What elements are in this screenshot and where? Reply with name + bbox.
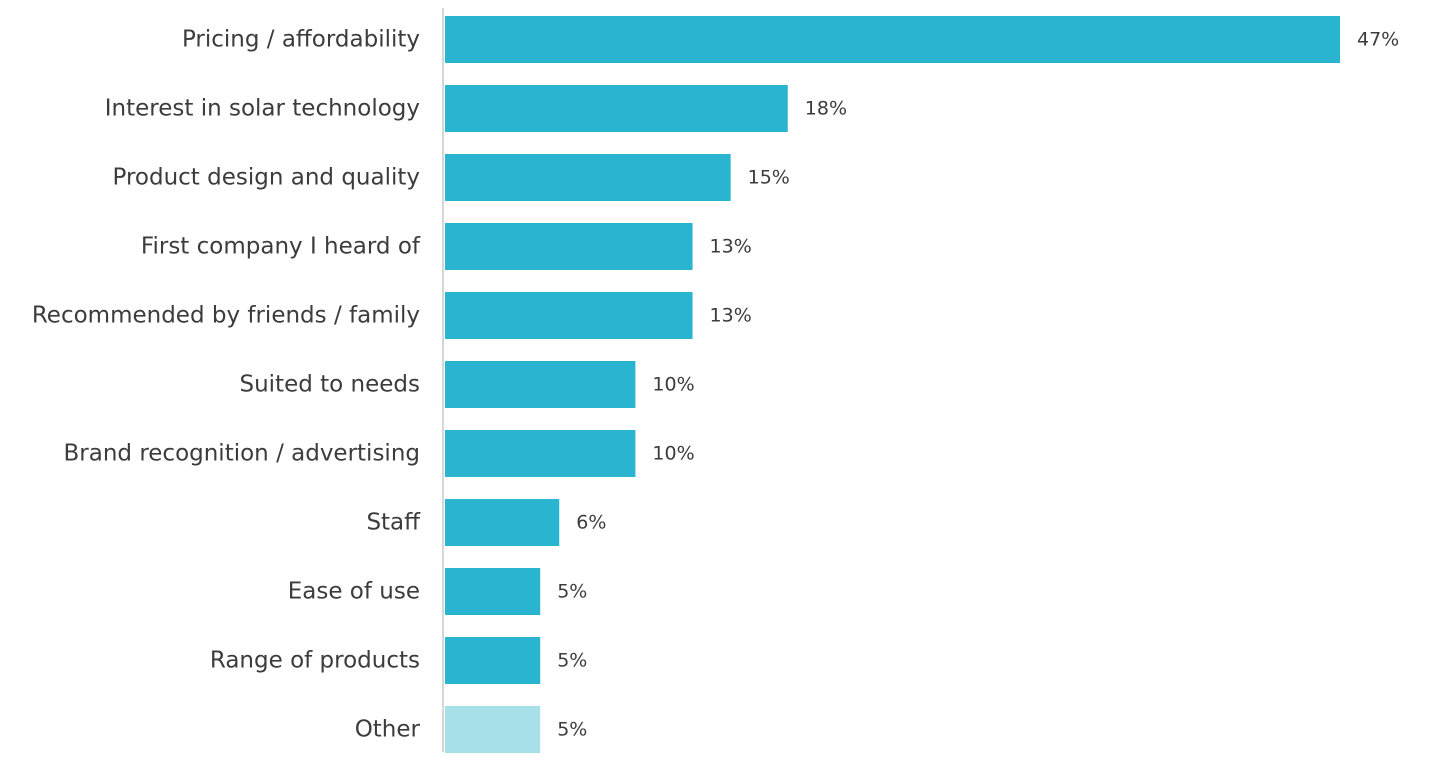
bar-0 xyxy=(445,16,1340,63)
category-labels-layer: Pricing / affordability Interest in solar… xyxy=(32,27,421,743)
value-label-0: 47% xyxy=(1357,29,1399,51)
value-label-3: 13% xyxy=(710,236,752,258)
value-label-2: 15% xyxy=(748,167,790,189)
bar-9 xyxy=(445,637,541,684)
bar-6 xyxy=(445,430,636,477)
category-label-0: Pricing / affordability xyxy=(182,27,420,53)
value-label-7: 6% xyxy=(576,512,606,534)
category-label-8: Ease of use xyxy=(288,579,420,605)
value-label-9: 5% xyxy=(557,650,587,672)
bar-3 xyxy=(445,223,693,270)
value-label-1: 18% xyxy=(805,98,847,120)
category-label-1: Interest in solar technology xyxy=(105,96,420,122)
bar-10 xyxy=(445,706,541,753)
category-label-4: Recommended by friends / family xyxy=(32,303,420,329)
bar-1 xyxy=(445,85,788,132)
category-label-6: Brand recognition / advertising xyxy=(64,441,421,467)
bar-2 xyxy=(445,154,731,201)
value-label-5: 10% xyxy=(652,374,694,396)
bar-5 xyxy=(445,361,636,408)
bar-7 xyxy=(445,499,560,546)
category-label-7: Staff xyxy=(366,510,421,536)
category-label-10: Other xyxy=(355,717,421,743)
category-label-5: Suited to needs xyxy=(239,372,420,398)
value-label-4: 13% xyxy=(710,305,752,327)
category-label-9: Range of products xyxy=(210,648,420,674)
value-labels-layer: 47% 18% 15% 13% 13% 10% 10% 6% 5% 5% 5% xyxy=(557,29,1399,741)
bars-layer xyxy=(445,16,1340,753)
value-label-10: 5% xyxy=(557,719,587,741)
bar-8 xyxy=(445,568,541,615)
value-label-6: 10% xyxy=(652,443,694,465)
value-label-8: 5% xyxy=(557,581,587,603)
bar-4 xyxy=(445,292,693,339)
category-label-2: Product design and quality xyxy=(112,165,420,191)
category-label-3: First company I heard of xyxy=(141,234,421,260)
